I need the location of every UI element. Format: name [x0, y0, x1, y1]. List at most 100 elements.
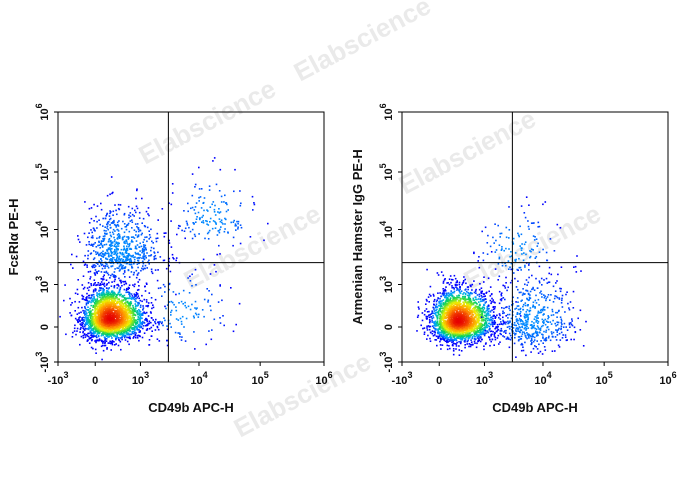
event-dot	[120, 331, 123, 334]
event-dot	[129, 220, 132, 222]
event-dot	[84, 201, 86, 203]
event-dot	[120, 227, 123, 230]
event-dot	[92, 334, 95, 337]
event-dot	[114, 303, 116, 305]
event-dot	[436, 318, 439, 320]
event-dot	[124, 318, 127, 321]
event-dot	[159, 287, 162, 289]
event-dot	[208, 330, 210, 332]
event-dot	[132, 236, 135, 238]
event-dot	[226, 203, 228, 206]
event-dot	[97, 244, 99, 247]
event-dot	[77, 238, 80, 241]
event-dot	[125, 239, 127, 241]
event-dot	[85, 316, 87, 318]
event-dot	[125, 297, 128, 300]
event-dot	[81, 323, 84, 326]
event-dot	[90, 304, 92, 307]
event-dot	[89, 316, 92, 319]
event-dot	[109, 302, 111, 304]
event-dot	[143, 253, 145, 256]
event-dot	[115, 315, 117, 318]
event-dot	[123, 248, 126, 251]
event-dot	[89, 337, 92, 339]
event-dot	[142, 307, 145, 309]
event-dot	[106, 318, 109, 320]
event-dot	[440, 329, 443, 332]
event-dot	[113, 309, 116, 311]
x-tick-label: 104	[190, 370, 207, 387]
event-dot	[472, 319, 475, 322]
event-dot	[111, 324, 114, 326]
event-dot	[220, 195, 223, 198]
event-dot	[117, 241, 119, 244]
event-dot	[114, 278, 116, 281]
event-dot	[476, 311, 479, 313]
event-dot	[432, 306, 434, 309]
event-dot	[84, 336, 87, 338]
event-dot	[489, 314, 491, 316]
event-dot	[95, 300, 97, 303]
event-dot	[107, 247, 110, 249]
event-dot	[195, 313, 198, 316]
event-dot	[215, 183, 218, 186]
event-dot	[117, 203, 120, 206]
event-dot	[90, 314, 93, 316]
event-dot	[114, 316, 117, 319]
event-dot	[131, 321, 134, 323]
event-dot	[194, 307, 196, 309]
event-dot	[230, 287, 232, 289]
event-dot	[125, 305, 127, 308]
event-dot	[474, 313, 477, 315]
event-dot	[88, 338, 91, 340]
event-dot	[127, 286, 130, 289]
event-dot	[107, 228, 109, 231]
event-dot	[240, 202, 242, 205]
event-dot	[463, 276, 465, 278]
event-dot	[203, 197, 206, 199]
event-dot	[162, 259, 165, 262]
event-dot	[224, 228, 226, 230]
event-dot	[454, 333, 457, 335]
event-dot	[440, 321, 443, 324]
event-dot	[135, 211, 137, 214]
event-dot	[473, 338, 476, 340]
event-dot	[467, 286, 470, 288]
event-dot	[239, 224, 242, 226]
event-dot	[122, 319, 124, 321]
y-tick-label: 105	[34, 163, 51, 180]
event-dot	[212, 220, 215, 222]
event-dot	[237, 226, 239, 228]
event-dot	[424, 310, 426, 312]
event-dot	[143, 298, 146, 301]
event-dot	[120, 325, 123, 327]
event-dot	[116, 333, 118, 336]
event-dot	[494, 306, 496, 308]
event-dot	[113, 328, 115, 330]
event-dot	[138, 314, 141, 317]
event-dot	[130, 320, 132, 322]
event-dot	[96, 319, 98, 322]
event-dot	[104, 327, 106, 329]
event-dot	[90, 283, 92, 285]
event-dot	[95, 246, 98, 248]
event-dot	[136, 223, 139, 225]
event-dot	[118, 270, 121, 272]
event-dot	[130, 333, 133, 336]
event-dot	[106, 265, 109, 267]
event-dot	[426, 329, 429, 331]
event-dot	[129, 329, 131, 332]
event-dot	[169, 270, 172, 273]
event-dot	[131, 331, 134, 334]
event-dot	[111, 252, 113, 255]
event-dot	[168, 242, 171, 244]
event-dot	[184, 227, 187, 230]
event-dot	[240, 226, 243, 229]
event-dot	[129, 321, 132, 324]
event-dot	[103, 282, 106, 285]
event-dot	[132, 273, 135, 276]
event-dot	[146, 328, 149, 330]
event-dot	[138, 334, 140, 337]
event-dot	[175, 257, 178, 259]
event-dot	[161, 295, 163, 297]
